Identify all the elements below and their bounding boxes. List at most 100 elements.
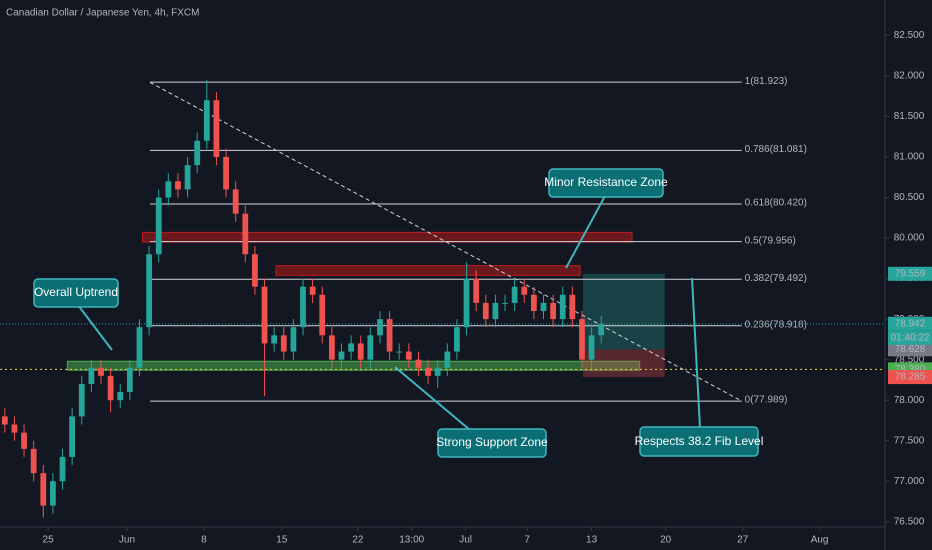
y-tick-label: 77.000 — [894, 476, 925, 487]
plot: 76.50077.00077.50078.00078.50079.00079.5… — [0, 30, 925, 546]
annotation-text: Strong Support Zone — [436, 435, 548, 449]
candle-body — [319, 294, 326, 336]
candle-body — [11, 424, 18, 433]
candle-body — [348, 343, 354, 352]
x-tick-label: 15 — [276, 535, 288, 546]
candle-body — [21, 432, 27, 449]
fib-label: 0.382(79.492) — [745, 273, 807, 284]
fib-label: 0(77.989) — [745, 395, 788, 406]
candle-body — [309, 286, 316, 295]
y-tick-label: 76.500 — [894, 516, 925, 527]
candle-body — [598, 323, 605, 336]
candle-body — [59, 456, 66, 482]
candle-body — [40, 473, 47, 506]
candle-body — [531, 294, 537, 312]
candle-body — [175, 181, 181, 190]
y-tick-label: 81.500 — [894, 111, 925, 122]
candle-body — [377, 319, 383, 336]
chart-title: Canadian Dollar / Japanese Yen, 4h, FXCM — [6, 8, 199, 19]
y-tick-label: 77.500 — [894, 435, 925, 446]
x-tick-label: Aug — [811, 535, 829, 546]
x-tick-label: 25 — [43, 535, 55, 546]
candle-body — [98, 367, 104, 376]
candle-body — [290, 327, 297, 352]
candle-body — [261, 286, 268, 344]
candle-body — [30, 448, 37, 474]
x-tick-label: 27 — [737, 535, 749, 546]
price-tag-label: 78.942 — [895, 318, 926, 329]
y-tick-label: 80.500 — [894, 192, 925, 203]
candle-body — [502, 302, 508, 304]
candle-body — [454, 327, 460, 352]
y-tick-label: 78.000 — [894, 395, 925, 406]
candle-body — [300, 286, 306, 328]
candle-body — [521, 286, 528, 295]
x-tick-label: Jul — [459, 535, 472, 546]
price-tag-label: 79.559 — [895, 268, 926, 279]
candle-body — [396, 351, 403, 353]
candle-body — [155, 197, 162, 255]
fib-label: 0.236(78.918) — [745, 319, 807, 330]
x-tick-label: 13 — [586, 535, 598, 546]
stop-zone — [582, 349, 665, 378]
candle-body — [271, 335, 278, 344]
candle-body — [357, 343, 364, 360]
y-tick-label: 82.000 — [894, 71, 925, 82]
pointer — [691, 277, 701, 429]
zone — [141, 231, 633, 243]
zone — [66, 360, 641, 371]
x-tick-label: 22 — [352, 535, 364, 546]
candle-body — [540, 302, 547, 312]
callout — [33, 278, 119, 308]
candle-body — [482, 302, 489, 320]
zone — [275, 265, 581, 276]
y-tick-label: 81.000 — [894, 152, 925, 163]
callout — [548, 168, 664, 198]
x-tick-label: 13:00 — [399, 535, 424, 546]
candle-body — [338, 351, 345, 360]
annotation-text: Overall Uptrend — [34, 285, 118, 299]
fib-label: 0.618(80.420) — [745, 198, 807, 209]
candle-body — [444, 351, 451, 368]
candle-body — [579, 319, 585, 360]
candle-body — [550, 302, 557, 320]
annotation-text: Minor Resistance Zone — [544, 175, 668, 189]
candle-body — [588, 335, 595, 360]
candle-body — [184, 165, 191, 190]
price-tag-label: 78.628 — [895, 344, 926, 355]
x-tick-label: 7 — [524, 535, 530, 546]
candle-body — [252, 254, 258, 287]
x-tick-label: 20 — [660, 535, 672, 546]
callout — [437, 428, 547, 458]
candle-body — [242, 213, 249, 255]
fib-label: 1(81.923) — [745, 76, 788, 87]
candle-body — [69, 416, 76, 457]
candle-body — [386, 319, 393, 352]
annotation: Respects 38.2 Fib Level — [635, 277, 764, 457]
candle-body — [194, 140, 201, 166]
annotation: Strong Support Zone — [394, 366, 548, 458]
candle-body — [223, 156, 229, 190]
candle-body — [473, 278, 480, 303]
candle-body — [569, 294, 576, 320]
candle-body — [78, 383, 85, 417]
candle-body — [213, 100, 220, 157]
candle-body — [463, 278, 470, 328]
annotation-text: Respects 38.2 Fib Level — [635, 434, 764, 448]
candle-body — [367, 335, 374, 360]
countdown-tag — [888, 330, 932, 345]
annotation: Overall Uptrend — [33, 278, 119, 351]
candle-body — [492, 302, 499, 320]
candle-body — [107, 375, 114, 401]
candle-body — [136, 327, 143, 368]
target-zone — [582, 273, 665, 350]
candle-body — [165, 181, 172, 198]
annotation: Minor Resistance Zone — [544, 168, 668, 269]
candle-body — [280, 335, 287, 352]
pointer — [394, 366, 471, 431]
price-tag — [888, 370, 932, 385]
price-tag-label: 78.285 — [895, 372, 926, 383]
countdown: 01:40:22 — [891, 332, 930, 343]
x-tick-label: 8 — [201, 535, 207, 546]
